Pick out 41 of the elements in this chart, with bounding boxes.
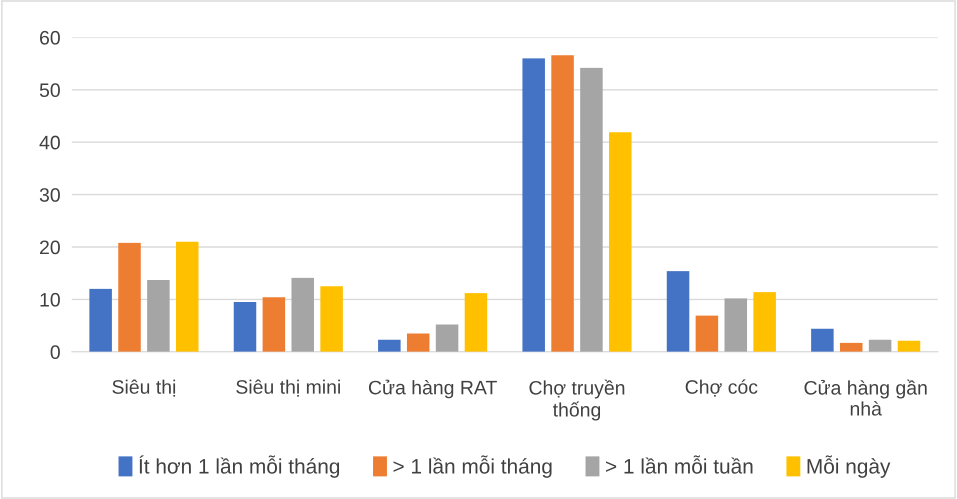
legend-label: Mỗi ngày: [808, 455, 890, 478]
bar: [147, 280, 170, 352]
bar: [840, 342, 863, 352]
y-tick-label: 20: [40, 240, 60, 254]
bar: [696, 316, 718, 352]
bar: [436, 324, 458, 352]
y-tick-label: 10: [40, 292, 60, 307]
bar: [378, 340, 401, 352]
bar: [176, 242, 199, 352]
bar: [811, 328, 834, 352]
bar: [753, 292, 776, 352]
y-tick-label: 50: [40, 83, 60, 98]
y-tick-label: 0: [50, 345, 60, 360]
x-tick-label: Siêu thị mini: [236, 380, 340, 397]
bar: [666, 271, 690, 352]
bar: [522, 58, 545, 352]
bar: [291, 278, 314, 352]
x-tick-label: Cửa hàng gần nhà: [804, 380, 927, 416]
legend-label: Ít hơn 1 lần mỗi tháng: [139, 455, 340, 478]
bar: [724, 298, 748, 352]
y-tick-label: 60: [40, 30, 60, 45]
bar: [609, 132, 632, 352]
bar: [580, 68, 603, 352]
bar: [89, 288, 112, 352]
x-tick-label: Chợ cóc: [686, 379, 758, 397]
legend-label: > 1 lần mỗi tháng: [394, 455, 552, 478]
bar: [464, 293, 488, 352]
bar: [551, 55, 574, 352]
bar: [262, 297, 286, 352]
x-tick-label: Chợ truyền thống: [529, 380, 624, 421]
x-tick-label: Cửa hàng RAT: [368, 380, 497, 398]
legend-label: > 1 lần mỗi tuần: [606, 455, 752, 474]
y-tick-label: 40: [39, 136, 60, 150]
bar: [898, 340, 920, 352]
bar: [234, 302, 256, 352]
y-tick-label: 30: [40, 188, 60, 202]
bar: [868, 340, 892, 352]
bar: [118, 242, 141, 352]
x-tick-label: Siêu thị: [112, 380, 176, 397]
bar: [320, 286, 343, 352]
bar: [406, 333, 430, 352]
